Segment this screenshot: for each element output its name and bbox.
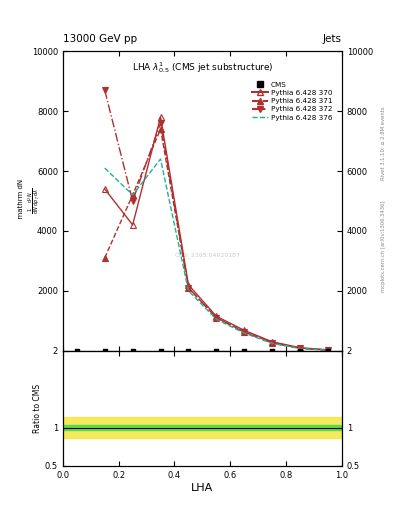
Point xyxy=(74,347,80,355)
Point xyxy=(130,347,136,355)
Point xyxy=(185,347,192,355)
Point xyxy=(325,347,331,355)
Y-axis label:   mathrm dN
$\frac{1}{\mathrm{d}N}\,\frac{\mathrm{d}^2N}{\mathrm{d}p_T\,\mathrm{: mathrm dN $\frac{1}{\mathrm{d}N}\,\frac{… xyxy=(18,179,42,223)
Bar xyxy=(63,417,342,438)
Point xyxy=(269,347,275,355)
Point xyxy=(157,347,164,355)
Point xyxy=(241,347,248,355)
Text: Rivet 3.1.10; ≥ 2.8M events: Rivet 3.1.10; ≥ 2.8M events xyxy=(381,106,386,180)
Point xyxy=(101,347,108,355)
Bar xyxy=(63,425,342,430)
Text: CMS_2305.04920187: CMS_2305.04920187 xyxy=(175,252,241,258)
X-axis label: LHA: LHA xyxy=(191,482,213,493)
Point xyxy=(297,347,303,355)
Legend: CMS, Pythia 6.428 370, Pythia 6.428 371, Pythia 6.428 372, Pythia 6.428 376: CMS, Pythia 6.428 370, Pythia 6.428 371,… xyxy=(250,79,336,123)
Point xyxy=(213,347,220,355)
Y-axis label: Ratio to CMS: Ratio to CMS xyxy=(33,384,42,433)
Text: mcplots.cern.ch [arXiv:1306.3436]: mcplots.cern.ch [arXiv:1306.3436] xyxy=(381,200,386,291)
Text: Jets: Jets xyxy=(323,33,342,44)
Text: LHA $\lambda^{1}_{0.5}$ (CMS jet substructure): LHA $\lambda^{1}_{0.5}$ (CMS jet substru… xyxy=(132,60,273,75)
Text: 13000 GeV pp: 13000 GeV pp xyxy=(63,33,137,44)
